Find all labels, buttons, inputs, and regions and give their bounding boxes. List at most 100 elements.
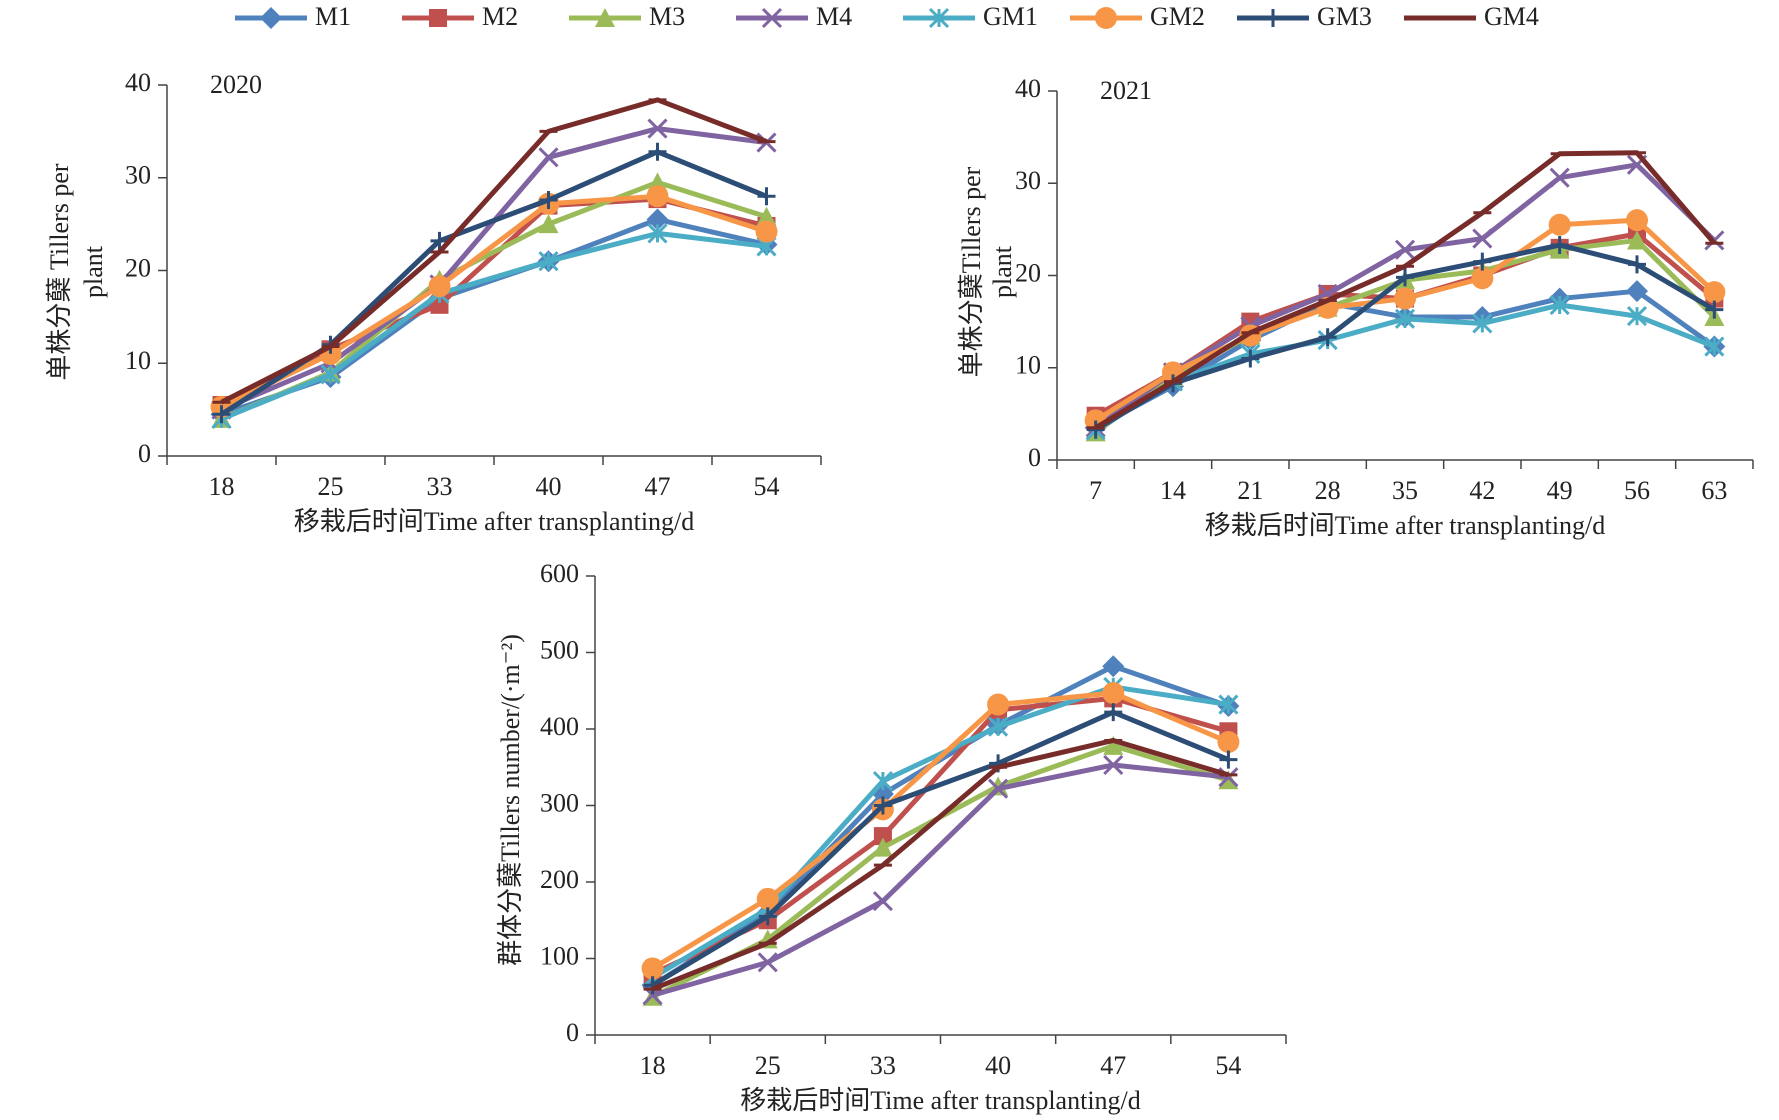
data-point: [1471, 267, 1494, 290]
legend-label: GM4: [1484, 2, 1539, 31]
data-point: [987, 693, 1010, 716]
series-line: [651, 762, 1229, 998]
y-axis-label: plant: [988, 245, 1017, 298]
data-point: [1218, 770, 1239, 790]
data-point: [1218, 694, 1239, 715]
y-tick-label: 20: [125, 253, 151, 282]
data-point: [873, 796, 892, 815]
x-tick-label: 49: [1547, 476, 1573, 505]
data-point: [1473, 252, 1492, 271]
y-tick-label: 30: [1015, 166, 1041, 195]
data-point: [1549, 167, 1570, 188]
data-point: [646, 185, 669, 208]
y-tick-label: 10: [1015, 351, 1041, 380]
data-point: [641, 957, 664, 980]
series-line: [651, 709, 1230, 988]
data-point: [1104, 703, 1123, 722]
x-tick-label: 28: [1315, 476, 1341, 505]
data-point: [988, 778, 1009, 799]
y-axis-label: 单株分蘖 Tillers per: [45, 163, 74, 380]
x-axis-label: 移栽后时间Time after transplanting/d: [294, 507, 695, 536]
legend-marker: [928, 7, 950, 29]
x-tick-label: 40: [536, 472, 562, 501]
chart: 0 10 20 30 40 18 25 33 40 47 54 2020 移栽后时间Time after…: [45, 68, 822, 536]
legend-marker: [260, 7, 282, 29]
legend-label: GM1: [983, 2, 1038, 31]
series-line: [651, 737, 1230, 992]
data-point: [648, 142, 667, 161]
data-point: [538, 251, 559, 272]
x-tick-label: 7: [1089, 476, 1102, 505]
data-point: [872, 837, 893, 857]
data-point: [538, 147, 559, 168]
x-tick-label: 54: [1215, 1051, 1241, 1080]
data-point: [1102, 655, 1125, 678]
data-point: [1626, 306, 1648, 327]
x-tick-label: 33: [870, 1051, 896, 1080]
legend-marker: [1264, 9, 1282, 27]
x-tick-label: 33: [427, 472, 453, 501]
data-point: [756, 206, 777, 226]
y-tick-label: 40: [1015, 74, 1041, 103]
panel-label: 2021: [1100, 76, 1152, 105]
series-line: [651, 663, 1230, 988]
series-line: [220, 193, 768, 410]
data-point: [430, 231, 449, 250]
y-axis-label: 单株分蘖Tillers per: [957, 166, 986, 377]
data-point: [755, 220, 778, 243]
x-tick-label: 18: [209, 472, 235, 501]
x-tick-label: 35: [1392, 476, 1418, 505]
series-line: [220, 97, 768, 405]
data-point: [538, 214, 559, 234]
data-point: [1626, 280, 1648, 303]
legend-marker: [595, 8, 615, 27]
data-point: [647, 118, 668, 139]
legend-label: M1: [315, 2, 351, 31]
data-point: [1318, 328, 1337, 347]
x-tick-label: 25: [318, 472, 344, 501]
chart: 0 10 20 30 40 7 14 21 28 35 42 49 56 63 2021 移栽后时间Time …: [957, 74, 1754, 540]
y-tick-label: 500: [540, 635, 579, 664]
data-point: [1549, 294, 1570, 316]
legend-label: GM2: [1150, 2, 1205, 31]
y-tick-label: 100: [540, 941, 579, 970]
legend-marker: [1095, 7, 1117, 29]
chart: 0 100 200 300 400 500 600 18 25 33 40 47 54 移栽后时间Time…: [496, 559, 1287, 1115]
data-point: [757, 952, 778, 973]
x-tick-label: 40: [985, 1051, 1011, 1080]
data-point: [428, 275, 451, 298]
legend-label: GM3: [1317, 2, 1372, 31]
panel-label: 2020: [210, 70, 262, 99]
data-point: [872, 770, 893, 792]
y-tick-label: 0: [566, 1018, 579, 1047]
data-point: [646, 208, 669, 231]
data-point: [1086, 420, 1105, 439]
data-point: [1550, 236, 1569, 255]
x-axis-label: 移栽后时间Time after transplanting/d: [740, 1086, 1141, 1115]
data-point: [1217, 731, 1240, 754]
data-point: [320, 364, 341, 385]
x-axis-label: 移栽后时间Time after transplanting/d: [1205, 511, 1606, 540]
y-tick-label: 600: [540, 559, 579, 588]
data-point: [430, 295, 449, 314]
x-tick-label: 47: [1100, 1051, 1126, 1080]
y-tick-label: 0: [138, 439, 151, 468]
y-axis-label: 群体分蘖Tillers number/(·m⁻²): [496, 634, 525, 966]
data-point: [756, 887, 779, 910]
data-point: [757, 187, 776, 206]
data-point: [988, 716, 1009, 737]
legend-marker: [429, 9, 447, 27]
x-tick-label: 42: [1469, 476, 1495, 505]
data-point: [1102, 682, 1125, 705]
data-point: [1627, 230, 1647, 250]
data-point: [1219, 750, 1238, 769]
y-tick-label: 400: [540, 712, 579, 741]
x-tick-label: 14: [1160, 476, 1186, 505]
data-point: [1626, 209, 1648, 232]
data-point: [1396, 268, 1414, 287]
legend-label: M2: [482, 2, 518, 31]
data-point: [1103, 735, 1124, 755]
data-point: [1472, 228, 1493, 249]
data-point: [1394, 308, 1416, 329]
